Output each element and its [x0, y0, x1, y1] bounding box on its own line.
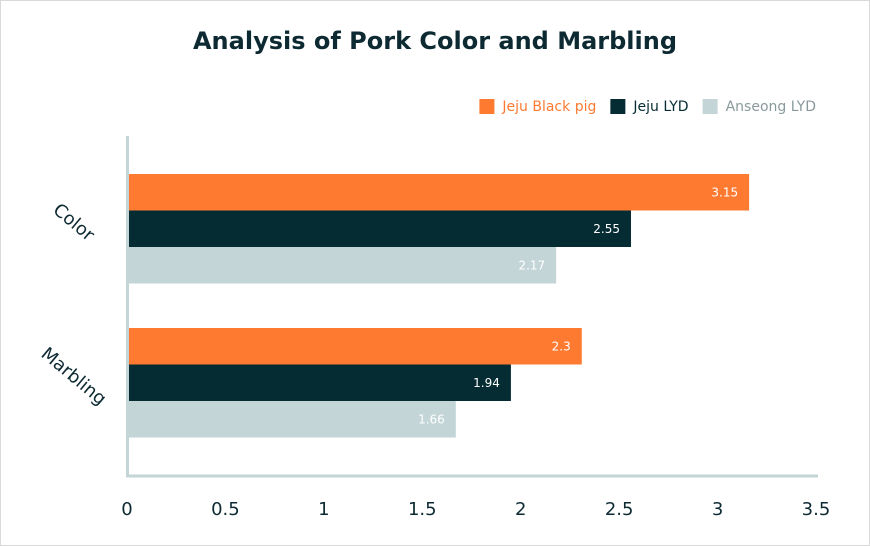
x-tick-label: 0.5: [211, 499, 240, 520]
bar: [129, 210, 631, 247]
x-tick-label: 0: [121, 499, 132, 520]
x-tick-label: 3: [712, 499, 723, 520]
x-tick-label: 2: [515, 499, 526, 520]
legend-swatch: [702, 99, 718, 114]
bar-value-label: 2.55: [593, 222, 620, 236]
legend-label: Anseong LYD: [726, 99, 816, 115]
category-label: Color: [49, 199, 99, 246]
x-tick-label: 1.5: [408, 499, 437, 520]
bar-value-label: 1.94: [473, 376, 500, 390]
bar: [129, 174, 750, 211]
bar-value-label: 3.15: [711, 185, 738, 199]
bar: [129, 401, 456, 438]
legend-label: Jeju Black pig: [501, 99, 596, 115]
category-label: Marbling: [37, 343, 110, 409]
chart-title: Analysis of Pork Color and Marbling: [192, 27, 678, 55]
bar-value-label: 1.66: [418, 412, 445, 426]
legend-swatch: [610, 99, 626, 114]
legend-swatch: [479, 99, 495, 114]
bar: [129, 364, 511, 401]
bar-value-label: 2.17: [518, 258, 545, 272]
x-tick-label: 3.5: [802, 499, 831, 520]
bar: [129, 247, 557, 284]
x-tick-label: 1: [318, 499, 329, 520]
bar-value-label: 2.3: [552, 339, 571, 353]
bar: [129, 328, 582, 365]
legend-label: Jeju LYD: [632, 99, 688, 115]
x-tick-label: 2.5: [605, 499, 634, 520]
